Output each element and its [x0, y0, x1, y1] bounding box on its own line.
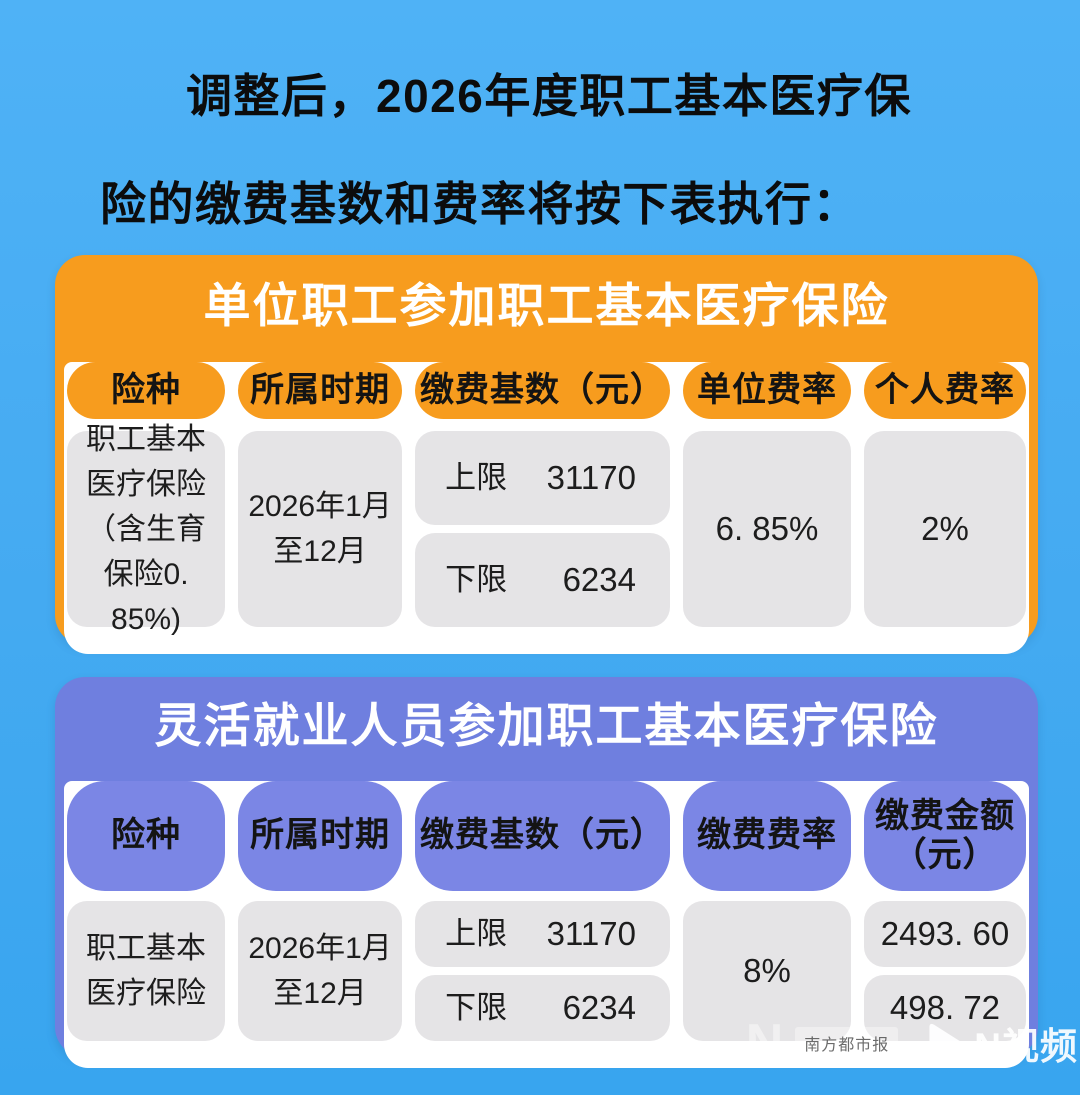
cell-employer-rate: 6. 85% — [683, 431, 851, 627]
base-lower-label: 下限 — [445, 561, 508, 597]
header-pill-insurance-type: 险种 — [67, 781, 226, 891]
base-upper-label: 上限 — [445, 915, 508, 951]
employer-card-title: 单位职工参加职工基本医疗保险 — [203, 279, 890, 332]
base-lower-value: 6234 — [562, 989, 636, 1027]
header-pill-payment-amount: 缴费金额 （元） — [863, 781, 1026, 891]
base-upper-value: 31170 — [546, 915, 636, 953]
header-pill-payment-base: 缴费基数（元） — [415, 781, 670, 891]
header-pill-payment-rate: 缴费费率 — [683, 781, 851, 891]
employer-insurance-card: 单位职工参加职工基本医疗保险 险种 所属时期 缴费基数（元） 单位费率 个人费率… — [55, 255, 1038, 654]
cell-period: 2026年1月 至12月 — [238, 901, 403, 1041]
header-pill-payment-base: 缴费基数（元） — [415, 362, 670, 419]
flexible-data-row: 职工基本 医疗保险 2026年1月 至12月 上限 31170 下限 6234 … — [67, 901, 1026, 1041]
intro-text-line-1: 调整后，2026年度职工基本医疗保 — [186, 70, 912, 122]
header-pill-employer-rate: 单位费率 — [683, 362, 851, 419]
header-pill-period: 所属时期 — [238, 781, 403, 891]
header-pill-insurance-type: 险种 — [67, 362, 226, 419]
employer-data-row: 职工基本 医疗保险 （含生育 保险0. 85%) 2026年1月 至12月 上限… — [67, 423, 1026, 636]
base-upper-label: 上限 — [445, 459, 508, 495]
cell-insurance-type: 职工基本 医疗保险 （含生育 保险0. 85%) — [67, 423, 226, 636]
base-upper-value: 31170 — [546, 459, 636, 497]
cell-period: 2026年1月 至12月 — [238, 431, 403, 627]
base-lower-label: 下限 — [445, 989, 508, 1025]
cell-payment-amount-group: 2493. 60 498. 72 — [863, 901, 1026, 1041]
page-title: 调整后，2026年度职工基本医疗保 险的缴费基数和费率将按下表执行： — [100, 60, 1010, 234]
flexible-card-body: 险种 所属时期 缴费基数（元） 缴费费率 缴费金额 （元） 职工基本 医疗保险 … — [64, 781, 1029, 1068]
flexible-header-row: 险种 所属时期 缴费基数（元） 缴费费率 缴费金额 （元） — [67, 781, 1026, 891]
cell-amount-upper: 2493. 60 — [863, 901, 1026, 967]
cell-payment-base-group: 上限 31170 下限 6234 — [415, 431, 670, 627]
flexible-employment-card: 灵活就业人员参加职工基本医疗保险 险种 所属时期 缴费基数（元） 缴费费率 缴费… — [55, 677, 1038, 1068]
intro-text-line-2: 险的缴费基数和费率将按下表执行： — [100, 178, 860, 230]
employer-header-row: 险种 所属时期 缴费基数（元） 单位费率 个人费率 — [67, 362, 1026, 419]
cell-base-upper: 上限 31170 — [415, 431, 670, 525]
cell-amount-lower: 498. 72 — [863, 975, 1026, 1041]
cell-insurance-type: 职工基本 医疗保险 — [67, 901, 226, 1041]
employer-card-body: 险种 所属时期 缴费基数（元） 单位费率 个人费率 职工基本 医疗保险 （含生育… — [64, 362, 1029, 654]
cell-base-lower: 下限 6234 — [415, 533, 670, 627]
header-pill-personal-rate: 个人费率 — [863, 362, 1026, 419]
cell-base-lower: 下限 6234 — [415, 975, 670, 1041]
base-lower-value: 6234 — [562, 561, 636, 599]
cell-payment-rate: 8% — [683, 901, 851, 1041]
header-pill-period: 所属时期 — [238, 362, 403, 419]
flexible-card-title: 灵活就业人员参加职工基本医疗保险 — [154, 698, 939, 752]
cell-payment-base-group: 上限 31170 下限 6234 — [415, 901, 670, 1041]
cell-base-upper: 上限 31170 — [415, 901, 670, 967]
cell-personal-rate: 2% — [863, 431, 1026, 627]
